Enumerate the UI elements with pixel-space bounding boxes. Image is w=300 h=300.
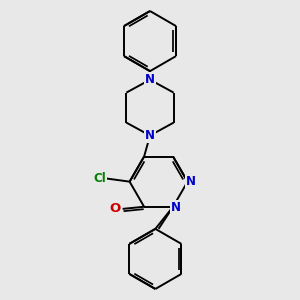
- Text: N: N: [186, 175, 196, 188]
- Text: N: N: [145, 73, 155, 86]
- Text: N: N: [145, 129, 155, 142]
- Text: N: N: [171, 201, 181, 214]
- Text: O: O: [110, 202, 121, 215]
- Text: Cl: Cl: [93, 172, 106, 185]
